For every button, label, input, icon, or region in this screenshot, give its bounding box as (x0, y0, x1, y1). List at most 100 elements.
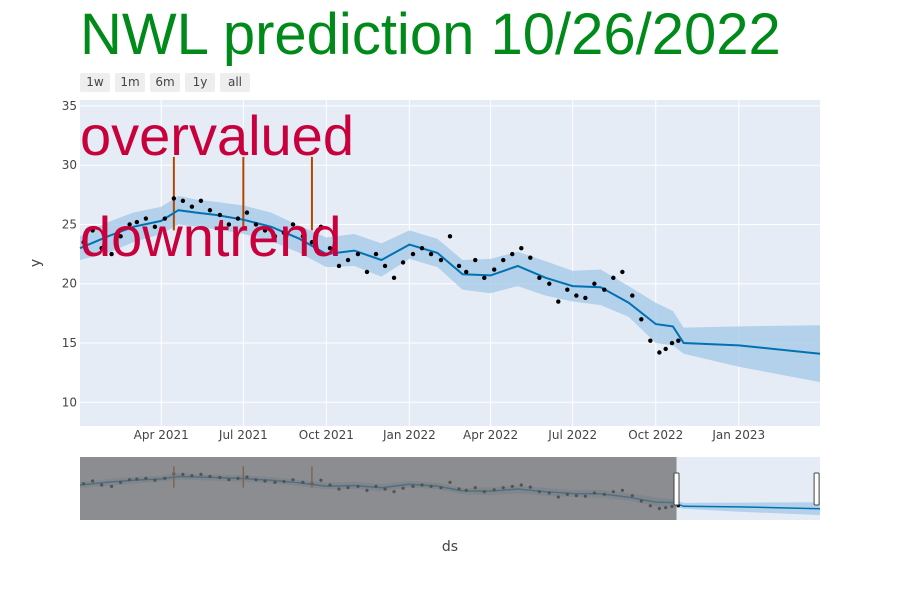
actual-point (198, 198, 204, 203)
actual-point (253, 222, 259, 227)
changepoint-markers (172, 156, 313, 231)
actual-point (99, 245, 104, 251)
actual-point (81, 240, 86, 245)
actual-point (438, 257, 444, 263)
y-tick-label: 35 (62, 99, 77, 113)
x-tick-label: Oct 2021 (299, 428, 354, 442)
y-tick-label: 15 (62, 336, 77, 350)
actual-point (410, 251, 416, 257)
actual-point (592, 281, 597, 286)
annotation-overvalued: overvalued (80, 104, 354, 167)
actual-point (364, 269, 370, 275)
actual-point (620, 269, 625, 275)
actual-point (327, 245, 333, 251)
actual-point (281, 230, 287, 235)
range-button-1m[interactable]: 1m (115, 73, 145, 92)
x-tick-label: Jul 2022 (547, 428, 597, 442)
range-button-6m[interactable]: 6m (150, 73, 180, 92)
chart-title: NWL prediction 10/26/2022 (80, 2, 781, 67)
x-tick-label: Apr 2021 (134, 428, 189, 442)
actual-point (109, 251, 114, 257)
y-axis-label: y (28, 259, 44, 267)
actual-point (207, 208, 213, 213)
actual-point (669, 340, 675, 346)
range-slider-right-handle[interactable] (813, 472, 820, 506)
y-tick-labels: 10 15 20 25 30 35 (62, 99, 77, 409)
actual-point (127, 222, 132, 227)
actual-point (657, 350, 662, 355)
actual-point (473, 257, 478, 263)
x-tick-labels: Apr 2021 Jul 2021 Oct 2021 Jan 2022 Apr 2022… (134, 428, 766, 442)
actual-point (630, 293, 635, 298)
actual-point (528, 255, 533, 260)
actual-point (501, 257, 506, 263)
actual-point (611, 275, 616, 281)
actual-point (300, 234, 306, 239)
range-slider-mask (80, 457, 677, 520)
actual-point (537, 275, 542, 281)
actual-point (391, 275, 397, 281)
actual-point (419, 245, 425, 251)
actual-point (556, 299, 561, 304)
range-button-1w[interactable]: 1w (80, 73, 110, 92)
range-button-all[interactable]: all (220, 73, 250, 92)
actual-point (583, 295, 588, 301)
actual-point (565, 287, 570, 292)
x-tick-label: Jan 2022 (382, 428, 436, 442)
annotation-downtrend: downtrend (80, 205, 342, 268)
actual-point (90, 228, 95, 233)
actual-point (676, 338, 681, 343)
actual-point (648, 338, 653, 343)
actual-point (400, 260, 406, 265)
actual-point (639, 317, 644, 322)
actual-point (447, 234, 453, 239)
actual-point (152, 224, 158, 230)
actual-point (226, 222, 232, 227)
actual-point (663, 346, 668, 352)
range-slider-left-handle[interactable] (673, 472, 680, 506)
actual-point (262, 228, 268, 233)
actual-point (602, 287, 607, 292)
actual-point (118, 234, 123, 239)
actual-point (345, 257, 351, 263)
y-tick-label: 20 (62, 277, 77, 291)
actual-point (235, 216, 241, 221)
actual-point (482, 275, 487, 281)
actual-point (355, 251, 361, 257)
actual-point (510, 251, 515, 257)
actual-point (428, 251, 434, 257)
forecast-line-group (79, 209, 821, 355)
actual-point (318, 224, 324, 230)
y-tick-label: 30 (62, 158, 77, 172)
x-tick-label: Jul 2021 (218, 428, 268, 442)
actual-point (272, 234, 278, 239)
actual-point (492, 267, 497, 272)
range-button-1y[interactable]: 1y (185, 73, 215, 92)
actual-points (81, 196, 681, 355)
uncertainty-band-area (80, 196, 820, 383)
x-tick-label: Jan 2023 (711, 428, 765, 442)
x-tick-label: Oct 2022 (628, 428, 683, 442)
actual-point (134, 219, 140, 225)
actual-point (382, 263, 388, 269)
x-axis-label: ds (442, 539, 458, 555)
actual-point (309, 240, 315, 245)
actual-point (373, 251, 379, 257)
forecast-line (79, 209, 821, 355)
x-tick-label: Apr 2022 (463, 428, 518, 442)
range-slider[interactable] (79, 457, 821, 520)
actual-point (290, 222, 296, 227)
uncertainty-band (80, 196, 820, 383)
actual-point (189, 204, 195, 209)
y-tick-label: 25 (62, 217, 77, 231)
actual-point (171, 196, 177, 201)
actual-point (547, 281, 552, 286)
actual-point (162, 216, 168, 221)
actual-point (217, 212, 223, 218)
actual-point (180, 198, 186, 203)
actual-point (244, 210, 250, 215)
y-tick-label: 10 (62, 395, 77, 409)
actual-point (456, 263, 462, 269)
actual-point (464, 269, 469, 275)
